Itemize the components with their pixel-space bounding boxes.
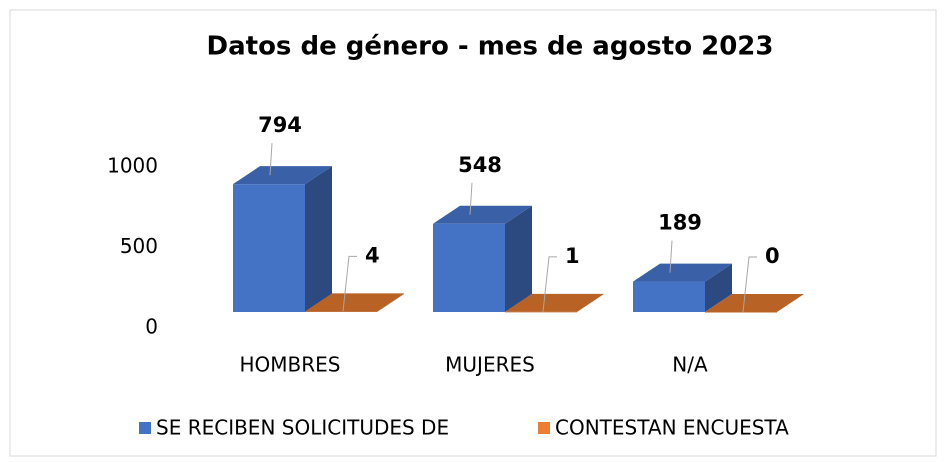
x-tick-label: HOMBRES bbox=[240, 353, 341, 377]
bar-top bbox=[633, 263, 732, 282]
chart-title: Datos de género - mes de agosto 2023 bbox=[207, 32, 774, 62]
bar-top bbox=[505, 293, 604, 312]
bar-top bbox=[705, 294, 804, 312]
bar-top bbox=[433, 205, 532, 224]
legend-label: SE RECIBEN SOLICITUDES DE bbox=[156, 416, 449, 440]
x-tick-label: N/A bbox=[672, 353, 708, 377]
data-label: 0 bbox=[765, 244, 780, 268]
x-tick-label: MUJERES bbox=[445, 353, 535, 377]
bar-front bbox=[505, 311, 577, 313]
bar-front bbox=[233, 184, 305, 312]
legend-label: CONTESTAN ENCUESTA bbox=[555, 416, 789, 440]
leader-line bbox=[742, 256, 757, 313]
y-tick-label: 500 bbox=[120, 234, 158, 258]
bar-side bbox=[377, 293, 404, 312]
leader-line bbox=[469, 182, 473, 215]
bar-front bbox=[705, 312, 777, 313]
data-label: 189 bbox=[658, 211, 702, 235]
data-label: 794 bbox=[258, 113, 302, 137]
legend-swatch bbox=[538, 422, 550, 434]
leader-line bbox=[542, 256, 557, 312]
bar-side bbox=[577, 293, 604, 312]
bar-front bbox=[633, 281, 705, 312]
y-tick-label: 1000 bbox=[107, 154, 158, 178]
data-label: 548 bbox=[458, 153, 502, 177]
leader-line bbox=[342, 255, 357, 312]
bar-top bbox=[305, 293, 404, 312]
bar-front bbox=[305, 311, 377, 312]
bar-side bbox=[305, 166, 332, 312]
bar-side bbox=[705, 263, 732, 312]
legend-swatch bbox=[139, 422, 151, 434]
y-tick-label: 0 bbox=[145, 315, 158, 339]
leader-line bbox=[269, 143, 273, 176]
data-label: 4 bbox=[365, 243, 380, 267]
bar-front bbox=[433, 223, 505, 312]
bar-top bbox=[233, 166, 332, 185]
leader-line bbox=[669, 240, 673, 273]
bar-side bbox=[505, 205, 532, 312]
data-label: 1 bbox=[565, 244, 580, 268]
